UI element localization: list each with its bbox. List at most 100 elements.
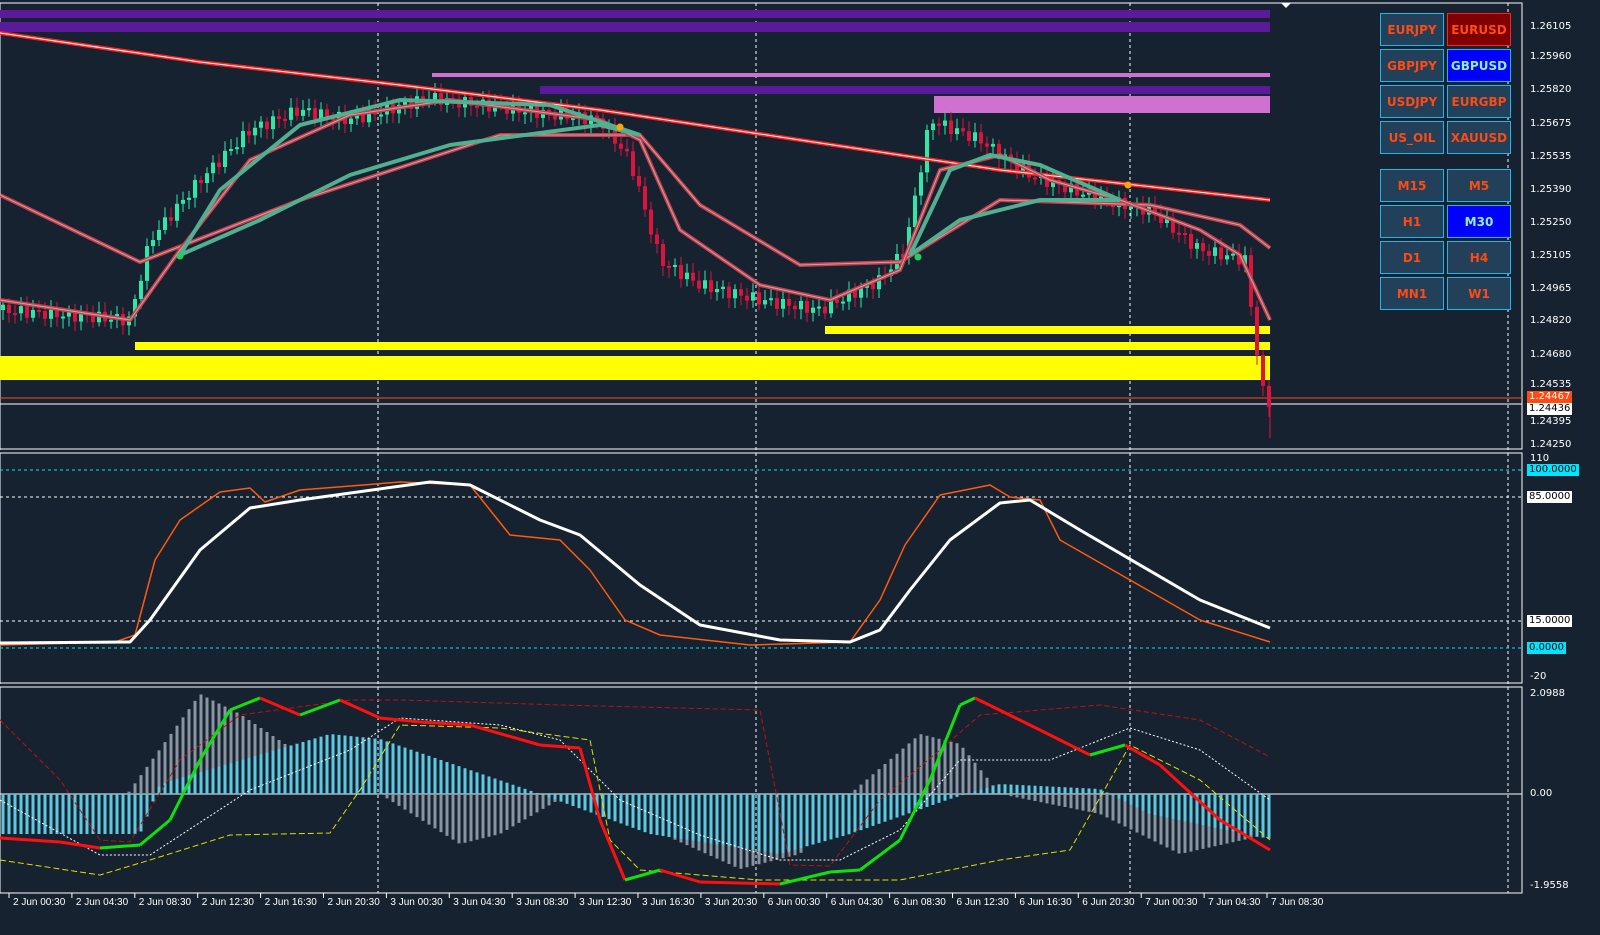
symbol-button-eurusd[interactable]: EURUSD: [1447, 13, 1511, 46]
candle-body: [679, 264, 683, 280]
signal-histogram-bar: [547, 794, 551, 798]
timeframe-button-m15[interactable]: M15: [1380, 169, 1444, 202]
lower-band-line: [0, 724, 1271, 881]
signal-histogram-bar: [1057, 786, 1061, 794]
macd-histogram-bar: [241, 716, 245, 794]
ma-mid-core: [0, 134, 1271, 266]
macd-histogram-bar: [385, 794, 389, 799]
candle-body: [853, 289, 857, 298]
symbol-button-us_oil[interactable]: US_OIL: [1380, 121, 1444, 154]
time-axis-label: 2 Jun 00:30: [13, 897, 66, 908]
bid-price-tag: 1.24467: [1527, 391, 1573, 403]
price-axis-label: 1.24250: [1530, 439, 1572, 450]
signal-histogram-bar: [109, 794, 113, 834]
trend-ema-line: [179, 123, 641, 257]
macd-histogram-bar: [985, 777, 989, 794]
symbol-button-gbpjpy[interactable]: GBPJPY: [1380, 49, 1444, 82]
timeframe-button-h4[interactable]: H4: [1447, 241, 1511, 274]
candle-body: [265, 121, 269, 130]
time-axis-label: 6 Jun 00:30: [767, 897, 821, 908]
symbol-button-eurgbp[interactable]: EURGBP: [1447, 85, 1511, 118]
signal-histogram-bar: [853, 794, 857, 833]
macd-histogram-bar: [895, 753, 899, 794]
candle-body: [1177, 232, 1181, 235]
candle-body: [757, 292, 761, 305]
macd-histogram-bar: [193, 700, 197, 794]
signal-histogram-bar: [787, 794, 791, 852]
macd-histogram-bar: [421, 794, 425, 821]
candle-body: [13, 313, 17, 316]
candle-body: [319, 109, 323, 119]
signal-histogram-bar: [61, 794, 65, 834]
signal-histogram-bar: [835, 794, 839, 838]
macd-histogram-bar: [529, 794, 533, 816]
signal-dot: [176, 252, 184, 260]
supply-demand-zone: [934, 96, 1270, 113]
timeframe-button-w1[interactable]: W1: [1447, 277, 1511, 310]
candle-body: [655, 234, 659, 245]
candle-body: [1201, 243, 1205, 252]
macd-histogram-bar: [1129, 794, 1133, 830]
price-axis-label: 1.25535: [1530, 151, 1572, 162]
signal-histogram-bar: [391, 743, 395, 794]
candle-body: [211, 162, 215, 174]
signal-histogram-bar: [97, 794, 101, 834]
signal-histogram-bar: [793, 794, 797, 850]
candle-body: [1093, 191, 1097, 205]
timeframe-button-mn1[interactable]: MN1: [1380, 277, 1444, 310]
signal-histogram-bar: [475, 772, 479, 794]
macd-histogram-bar: [409, 794, 413, 814]
signal-histogram-bar: [79, 794, 83, 834]
candle-body: [871, 283, 875, 290]
timeframe-button-m5[interactable]: M5: [1447, 169, 1511, 202]
symbol-button-usdjpy[interactable]: USDJPY: [1380, 85, 1444, 118]
signal-histogram-bar: [715, 794, 719, 845]
symbol-button-xauusd[interactable]: XAUUSD: [1447, 121, 1511, 154]
symbol-button-gbpusd[interactable]: GBPUSD: [1447, 49, 1511, 82]
candle-body: [1195, 243, 1199, 249]
timeframe-button-h1[interactable]: H1: [1380, 205, 1444, 238]
candle-body: [1213, 247, 1217, 256]
timeframe-button-m30[interactable]: M30: [1447, 205, 1511, 238]
candle-body: [811, 307, 815, 313]
time-axis-label: 2 Jun 08:30: [138, 897, 192, 908]
signal-histogram-bar: [997, 784, 1001, 794]
macd-histogram-bar: [1027, 794, 1031, 800]
signal-histogram-bar: [1093, 788, 1097, 794]
candle-body: [709, 280, 713, 293]
candle-body: [349, 118, 353, 124]
candle-body: [763, 300, 767, 305]
macd-histogram-bar: [475, 794, 479, 840]
signal-histogram-bar: [1129, 794, 1133, 805]
signal-histogram-bar: [325, 734, 329, 794]
macd-histogram-bar: [1123, 794, 1127, 827]
trend-line-up: [779, 870, 831, 886]
macd-histogram-bar: [163, 742, 167, 794]
signal-histogram-bar: [25, 794, 29, 834]
symbol-button-eurjpy[interactable]: EURJPY: [1380, 13, 1444, 46]
timeframe-button-d1[interactable]: D1: [1380, 241, 1444, 274]
supply-demand-zone: [0, 10, 1270, 18]
signal-dot: [914, 253, 922, 261]
signal-histogram-bar: [697, 794, 701, 842]
candle-body: [1081, 194, 1085, 197]
candle-body: [967, 131, 971, 141]
signal-histogram-bar: [703, 794, 707, 843]
macd-histogram-bar: [877, 769, 881, 794]
signal-histogram-bar: [805, 794, 809, 847]
trend-line-up: [859, 838, 901, 872]
candle-body: [55, 308, 59, 318]
signal-histogram-bar: [901, 794, 905, 816]
signal-histogram-bar: [607, 794, 611, 820]
candle-body: [787, 299, 791, 306]
candle-body: [685, 272, 689, 280]
candle-body: [547, 109, 551, 113]
macd-histogram-bar: [157, 750, 161, 794]
signal-histogram-bar: [1027, 785, 1031, 794]
time-axis-label: 2 Jun 20:30: [327, 897, 380, 908]
macd-histogram-bar: [175, 725, 179, 794]
signal-histogram-bar: [1231, 794, 1235, 832]
supply-demand-zone: [825, 326, 1270, 334]
macd-histogram-bar: [889, 758, 893, 794]
